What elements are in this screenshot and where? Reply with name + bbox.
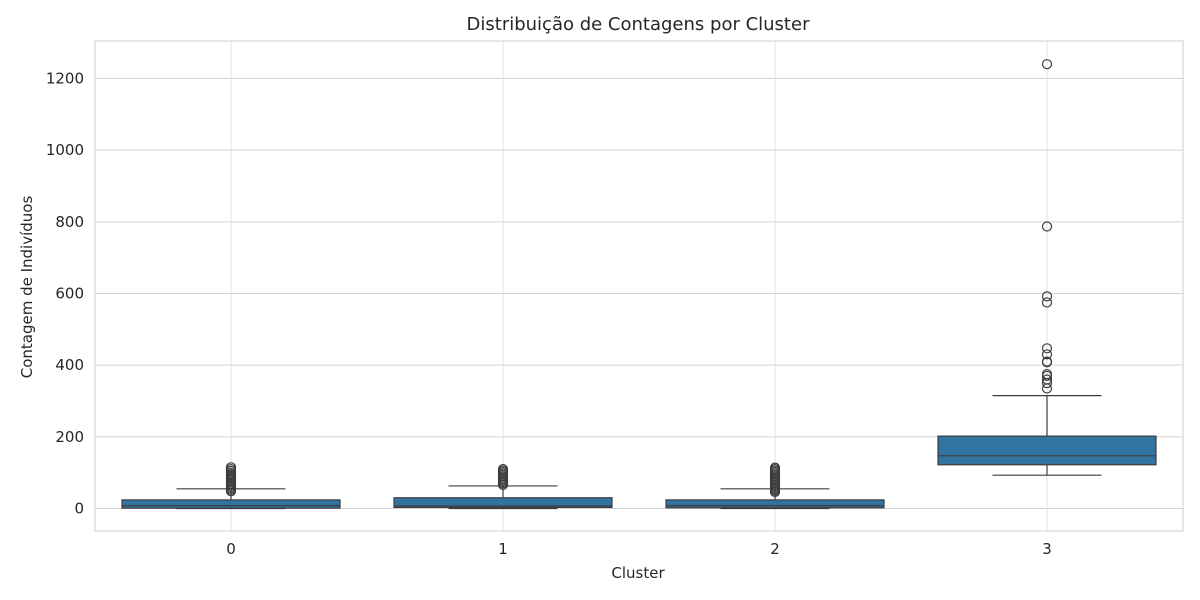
x-tick-label: 2 (770, 540, 780, 558)
iqr-box (393, 497, 613, 509)
y-tick-label: 200 (55, 428, 84, 446)
y-tick-label: 600 (55, 285, 84, 303)
chart-title: Distribuição de Contagens por Cluster (466, 14, 810, 35)
outlier-point (1041, 374, 1053, 385)
x-tick-label: 1 (498, 540, 508, 558)
outlier-point (1041, 356, 1053, 367)
outlier-point (1041, 297, 1053, 308)
outlier-point (497, 463, 509, 475)
y-axis-label: Contagem de Indivíduos (18, 196, 36, 379)
box-cluster-2 (665, 462, 885, 510)
outlier-point (1041, 369, 1053, 380)
box-cluster-0 (121, 462, 341, 510)
boxes-layer (121, 59, 1157, 510)
plot-border (94, 40, 1184, 532)
outlier-point (225, 462, 237, 473)
box-cluster-3 (937, 59, 1157, 476)
outlier-point (1041, 291, 1053, 302)
outlier-point (1041, 59, 1053, 70)
y-tick-label: 1000 (46, 141, 84, 159)
box-cluster-1 (393, 463, 613, 510)
x-tick-label: 0 (226, 540, 236, 558)
iqr-box (937, 435, 1157, 466)
outlier-point (769, 462, 781, 473)
y-tick-labels: 0 200 400 600 800 1000 1200 (46, 70, 84, 518)
x-tick-labels: 0 1 2 3 (226, 540, 1052, 558)
x-tick-label: 3 (1042, 540, 1052, 558)
outlier-point (1041, 221, 1053, 232)
y-tick-label: 1200 (46, 70, 84, 88)
iqr-box (665, 499, 885, 509)
x-axis-label: Cluster (611, 564, 665, 582)
plot-frame (94, 40, 1184, 532)
y-tick-label: 0 (74, 500, 84, 518)
outlier-point (1041, 343, 1053, 354)
outlier-point (1041, 349, 1053, 360)
y-tick-label: 400 (55, 356, 84, 374)
iqr-box (121, 499, 341, 509)
y-tick-label: 800 (55, 213, 84, 231)
